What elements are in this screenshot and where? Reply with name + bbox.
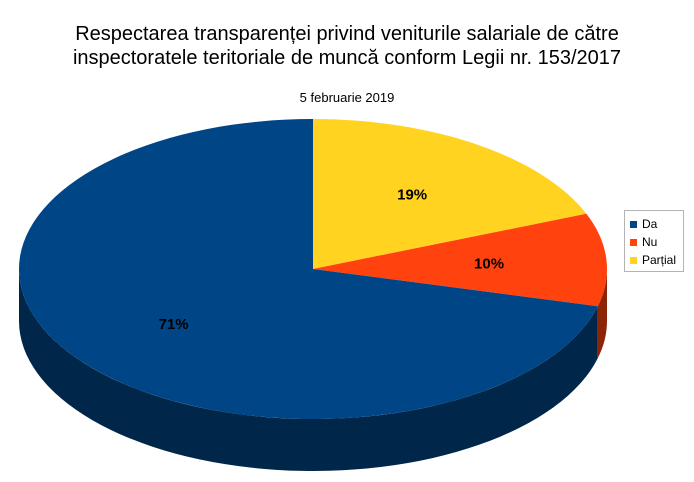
legend-label: Da xyxy=(642,217,658,231)
legend-swatch xyxy=(630,238,637,246)
legend-label: Parțial xyxy=(642,253,677,267)
pie-slice-da xyxy=(18,119,598,419)
pie-data-labels: 19% 10% 71% xyxy=(159,187,504,334)
legend-label: Nu xyxy=(642,235,658,249)
legend-swatch xyxy=(630,256,637,264)
chart-title: Respectarea transparenței privind venitu… xyxy=(72,23,622,69)
data-label-nu: 10% xyxy=(474,255,504,272)
pie-slice-nu xyxy=(313,213,607,307)
legend-item-nu: Nu xyxy=(630,233,683,251)
legend-item-parțial: Parțial xyxy=(630,251,683,269)
data-label-da: 71% xyxy=(159,316,189,333)
pie-slice-parțial xyxy=(313,119,587,269)
data-label-parțial: 19% xyxy=(397,187,427,204)
legend-item-da: Da xyxy=(630,215,683,233)
legend-swatch xyxy=(630,220,637,228)
pie-side-nu xyxy=(597,269,607,359)
pie-slices xyxy=(18,119,607,419)
legend: Da Nu Parțial xyxy=(624,210,684,272)
pie-3d-sides xyxy=(18,269,607,471)
chart-subtitle: 5 februarie 2019 xyxy=(299,90,395,105)
pie-side-da xyxy=(18,269,598,471)
